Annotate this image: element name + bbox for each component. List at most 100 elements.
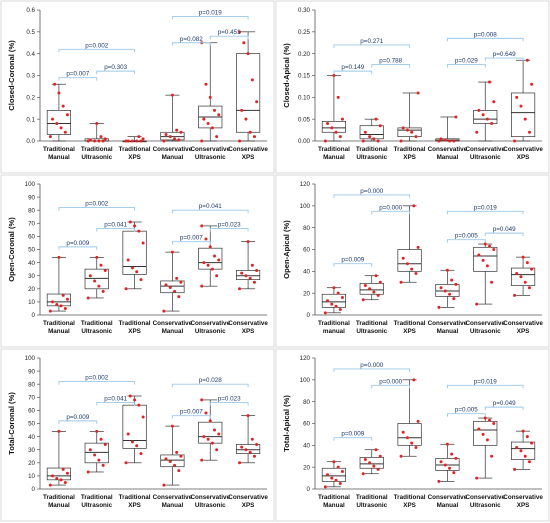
data-point [519,275,523,279]
p-value-label: p=0.007 [180,235,203,242]
data-point [101,139,105,143]
p-value-label: p=0.009 [341,257,364,264]
x-category-label: Traditional [81,494,113,501]
y-tick-label: 0.4 [26,51,35,58]
chart-panel-open-coronal: 0 10 20 30 40 50 60 70 80 90 100 Open-Coronal (%) Tr… [0,174,275,348]
data-point [338,482,342,486]
box-iqr [511,441,536,460]
y-tick-label: 80 [303,225,310,232]
data-point [332,74,336,77]
data-point [200,139,204,143]
significance-bracket: p=0.007 [58,71,98,81]
data-point [492,422,496,425]
data-point [368,287,372,291]
box-1 [359,118,384,142]
bracket-line [333,368,411,372]
p-value-label: p=0.000 [379,204,402,211]
data-point [210,267,214,271]
data-point [168,459,172,463]
y-tick-label: 60 [303,421,310,428]
x-category-label: Ultrasonic [356,502,387,509]
data-point [133,224,137,228]
x-category-label: Manual [162,502,184,509]
p-value-label: p=0.009 [66,240,89,247]
data-point [401,430,405,434]
data-point [448,139,452,143]
y-tick-label: 30 [28,447,35,454]
data-point [208,245,212,249]
data-point [217,113,221,117]
data-point [63,130,67,134]
data-point [101,289,105,293]
significance-bracket: p=0.000 [333,188,411,198]
data-point [55,477,59,481]
y-tick-label: 20 [303,290,310,297]
data-point [523,280,527,284]
bracket-line [333,44,411,48]
y-tick-label: 0.0 [26,138,35,145]
p-value-label: p=0.007 [180,409,203,416]
data-point [255,268,259,272]
data-point [483,242,487,246]
box-iqr [84,442,109,464]
chart-panel-closed-apical: 0.00 0.05 0.10 0.15 0.20 0.25 0.30 Closed-Apica… [275,0,550,174]
p-value-label: p=0.271 [360,38,383,45]
x-category-label: XPS [517,502,530,509]
data-point [519,104,523,108]
data-point [95,429,99,433]
bracket-line [58,381,136,385]
box-iqr [435,284,460,297]
data-point [515,446,519,450]
p-value-label: p=0.002 [85,42,108,49]
data-point [527,130,531,134]
y-tick-label: 0.20 [298,51,311,58]
data-point [63,306,67,310]
data-point [450,278,454,282]
data-point [128,394,132,398]
box-0 [321,75,346,142]
x-category-label: Traditional [318,146,350,153]
data-point [179,280,183,284]
box-iqr [236,444,261,454]
data-point [61,293,65,297]
significance-bracket: p=0.019 [446,378,524,389]
x-category-label: Conservative [228,146,268,153]
x-category-label: Manual [323,154,345,161]
x-category-label: Traditional [43,320,75,327]
box-0 [321,287,346,314]
x-category-label: Traditional [119,320,151,327]
x-category-label: Manual [48,154,70,161]
x-category-label: Manual [437,502,459,509]
data-point [244,117,248,121]
significance-bracket: p=0.041 [96,396,136,406]
box-iqr [397,423,422,446]
chart-open-apical: 0 20 40 60 80 100 120 Open-Apical (%) Traditiona… [275,174,550,348]
data-point [86,470,90,474]
box-iqr [321,293,346,308]
chart-total-coronal: 0 10 20 30 40 50 60 70 80 90 100 Total-Coronal (%) T… [0,348,275,522]
data-point [405,262,409,266]
data-point [513,293,517,297]
chart-closed-apical: 0.00 0.05 0.10 0.15 0.20 0.25 0.30 Closed-Apica… [275,0,550,174]
data-point [206,122,210,126]
data-point [372,137,376,141]
x-category-label: Ultrasonic [81,502,112,509]
data-point [51,300,55,304]
data-point [101,463,105,467]
data-point [57,429,61,433]
box-iqr [160,454,185,468]
data-point [97,458,101,462]
significance-bracket: p=0.029 [446,58,486,68]
x-category-label: Conservative [228,494,268,501]
data-point [97,284,101,288]
data-point [378,280,382,284]
data-point [336,291,340,295]
p-value-label: p=0.041 [104,222,127,229]
data-point [170,424,174,428]
p-value-label: p=0.041 [104,396,127,403]
x-category-label: Traditional [356,494,388,501]
x-category-label: Conservative [503,320,543,327]
data-point [519,449,523,453]
box-2 [397,205,422,283]
box-iqr [511,92,536,137]
